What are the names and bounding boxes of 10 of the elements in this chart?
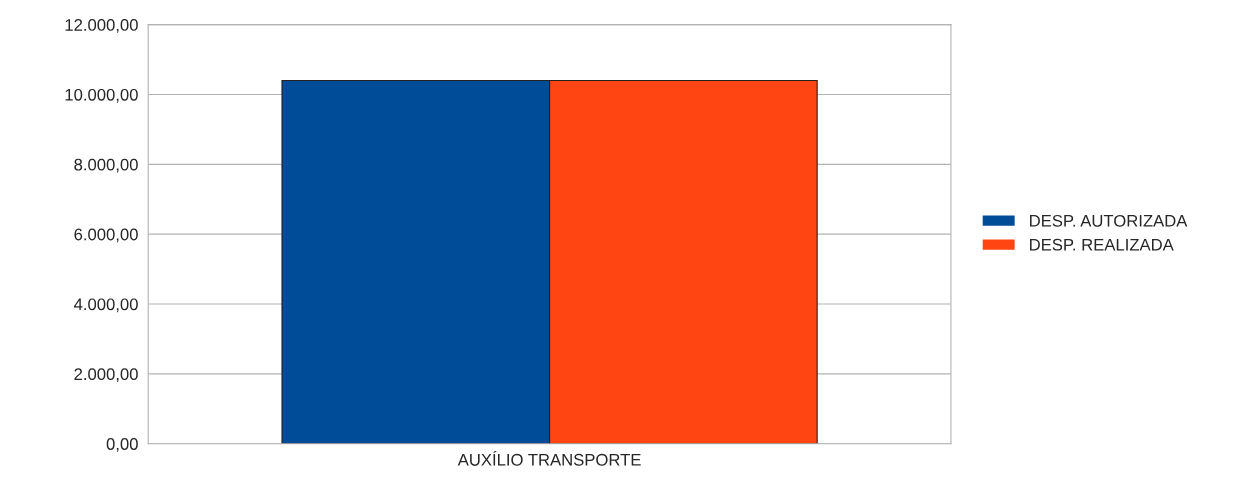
y-tick-label: 6.000,00 [74,228,138,243]
y-tick-label: 0,00 [106,438,138,452]
legend-label: DESP. REALIZADA [1030,238,1174,251]
legend-label: DESP. AUTORIZADA [1030,214,1188,227]
y-tick-label: 10.000,00 [65,88,138,103]
y-tick-label: 2.000,00 [74,368,138,383]
x-tick-label: AUXÍLIO TRANSPORTE [457,451,641,466]
y-tick-label: 12.000,00 [65,19,138,33]
y-tick-label: 4.000,00 [73,298,138,313]
y-tick-label: 8.000,00 [74,158,138,173]
